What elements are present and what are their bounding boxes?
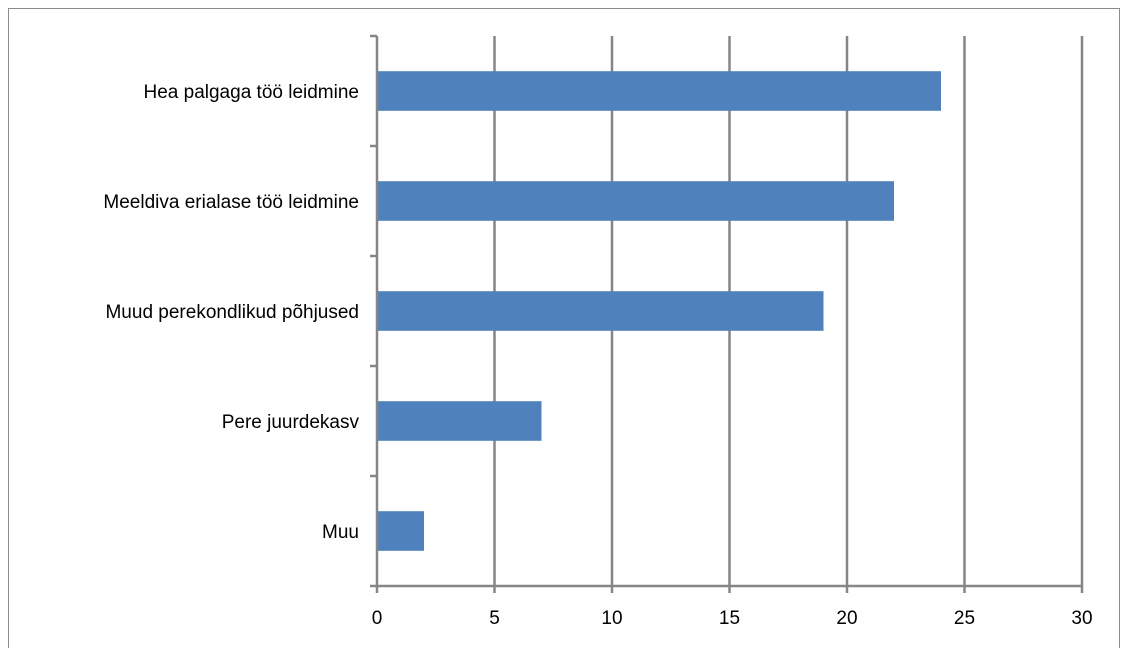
bar	[377, 291, 824, 331]
category-label: Muud perekondlikud põhjused	[105, 302, 359, 323]
bar	[377, 511, 424, 551]
labels: 0 5 10 15 20 25 30 Hea palgaga töö leidmine Meel…	[103, 82, 1092, 629]
bars	[377, 71, 941, 551]
category-label: Muu	[322, 522, 359, 543]
x-tick-label: 0	[372, 608, 383, 629]
x-tick-label: 30	[1071, 608, 1092, 629]
bar	[377, 401, 542, 441]
bar	[377, 71, 941, 111]
x-tick-label: 10	[601, 608, 622, 629]
x-tick-label: 5	[489, 608, 500, 629]
category-label: Meeldiva erialase töö leidmine	[103, 192, 359, 213]
x-tick-label: 20	[836, 608, 857, 629]
category-label: Pere juurdekasv	[222, 412, 360, 433]
category-label: Hea palgaga töö leidmine	[144, 82, 360, 103]
bar	[377, 181, 894, 221]
x-tick-label: 25	[954, 608, 975, 629]
axes	[370, 34, 1084, 593]
x-tick-label: 15	[719, 608, 740, 629]
